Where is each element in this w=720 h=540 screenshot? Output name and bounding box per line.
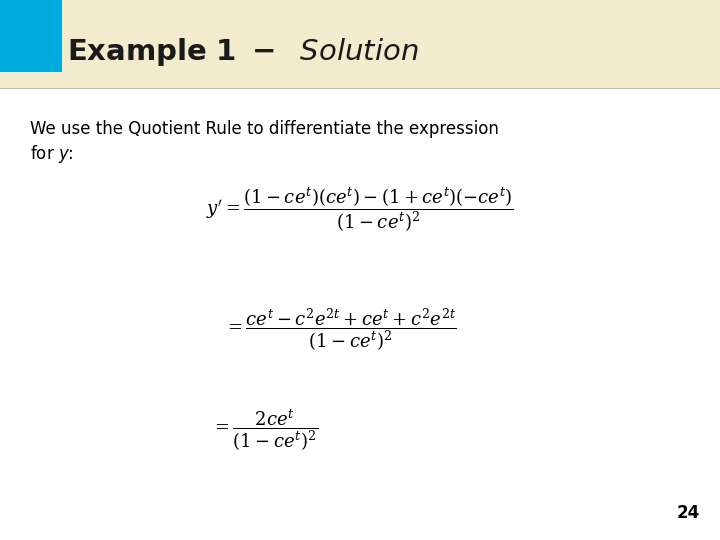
Bar [0,0,720,88]
Text: $y' = \dfrac{(1 - ce^t)(ce^t) - (1 + ce^t)(-ce^t)}{(1 - ce^t)^2}$: $y' = \dfrac{(1 - ce^t)(ce^t) - (1 + ce^… [206,186,514,234]
Text: 24: 24 [677,504,700,522]
Text: for $\mathit{y}$:: for $\mathit{y}$: [30,143,73,165]
Text: $\mathbf{Example\ 1\ -}$ $\mathit{\ Solution}$: $\mathbf{Example\ 1\ -}$ $\mathit{\ Solu… [67,36,418,68]
Text: $= \dfrac{2ce^t}{(1 - ce^t)^2}$: $= \dfrac{2ce^t}{(1 - ce^t)^2}$ [212,407,318,453]
Text: We use the Quotient Rule to differentiate the expression: We use the Quotient Rule to differentiat… [30,120,499,138]
Text: $= \dfrac{ce^t - c^2e^{2t} + ce^t + c^2e^{2t}}{(1 - ce^t)^2}$: $= \dfrac{ce^t - c^2e^{2t} + ce^t + c^2e… [224,307,456,353]
Bar [0,0,62,72]
